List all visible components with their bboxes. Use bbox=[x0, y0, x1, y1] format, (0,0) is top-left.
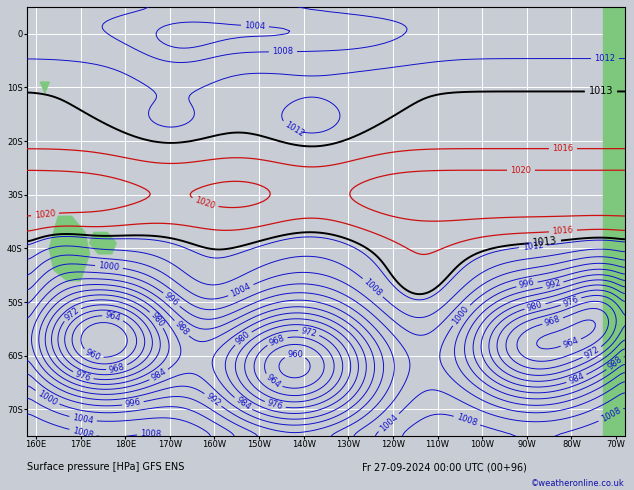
Text: ©weatheronline.co.uk: ©weatheronline.co.uk bbox=[531, 479, 625, 488]
Text: 964: 964 bbox=[562, 336, 580, 350]
Text: 960: 960 bbox=[287, 350, 303, 360]
Text: 988: 988 bbox=[606, 355, 624, 371]
Text: 984: 984 bbox=[150, 367, 168, 383]
Text: 1012: 1012 bbox=[283, 120, 305, 139]
Text: 1016: 1016 bbox=[552, 226, 574, 236]
Text: 1000: 1000 bbox=[98, 261, 120, 272]
Text: 964: 964 bbox=[264, 373, 282, 390]
Text: Fr 27-09-2024 00:00 UTC (00+96): Fr 27-09-2024 00:00 UTC (00+96) bbox=[362, 462, 527, 472]
Text: 1008: 1008 bbox=[455, 413, 479, 428]
Text: 1000: 1000 bbox=[451, 304, 471, 326]
Text: 996: 996 bbox=[518, 278, 536, 291]
Text: 1004: 1004 bbox=[244, 21, 266, 31]
Text: 976: 976 bbox=[562, 294, 580, 309]
Text: Surface pressure [HPa] GFS ENS: Surface pressure [HPa] GFS ENS bbox=[27, 462, 184, 472]
Text: 1008: 1008 bbox=[140, 429, 162, 439]
Text: 1008: 1008 bbox=[362, 277, 384, 298]
Text: 1004: 1004 bbox=[378, 412, 399, 433]
Text: 980: 980 bbox=[148, 311, 165, 329]
Text: 1008: 1008 bbox=[273, 47, 294, 56]
Text: 996: 996 bbox=[124, 398, 141, 409]
Text: 1012: 1012 bbox=[595, 54, 616, 63]
Text: 1013: 1013 bbox=[533, 236, 558, 248]
Text: 1008: 1008 bbox=[600, 406, 623, 424]
Text: 968: 968 bbox=[544, 315, 562, 328]
Text: 968: 968 bbox=[268, 333, 286, 347]
Text: 984: 984 bbox=[234, 395, 252, 412]
Text: 1020: 1020 bbox=[34, 209, 56, 220]
Text: 1020: 1020 bbox=[510, 166, 531, 175]
Text: 972: 972 bbox=[583, 344, 602, 360]
Polygon shape bbox=[41, 82, 49, 93]
Text: 976: 976 bbox=[266, 399, 284, 412]
Text: 964: 964 bbox=[104, 311, 122, 323]
Text: 996: 996 bbox=[162, 291, 181, 308]
Text: 992: 992 bbox=[544, 278, 562, 292]
Text: 1008: 1008 bbox=[72, 426, 94, 440]
Text: 1013: 1013 bbox=[589, 86, 613, 97]
Text: 1004: 1004 bbox=[72, 413, 94, 425]
Text: 1020: 1020 bbox=[193, 196, 216, 211]
Text: 1004: 1004 bbox=[230, 282, 252, 299]
Bar bbox=[603, 7, 625, 436]
Text: 980: 980 bbox=[526, 300, 544, 313]
Text: 972: 972 bbox=[300, 326, 318, 338]
Text: 984: 984 bbox=[567, 371, 586, 386]
Text: 1000: 1000 bbox=[36, 389, 58, 407]
Text: 992: 992 bbox=[204, 392, 222, 408]
Text: 976: 976 bbox=[74, 369, 92, 383]
Text: 988: 988 bbox=[172, 319, 190, 337]
Text: 972: 972 bbox=[63, 305, 81, 322]
Text: 980: 980 bbox=[234, 329, 252, 346]
Text: 960: 960 bbox=[84, 347, 102, 363]
Text: 968: 968 bbox=[108, 362, 126, 374]
Polygon shape bbox=[49, 216, 89, 281]
Text: 1012: 1012 bbox=[522, 241, 544, 252]
Text: 1016: 1016 bbox=[552, 144, 574, 153]
Polygon shape bbox=[89, 232, 116, 254]
